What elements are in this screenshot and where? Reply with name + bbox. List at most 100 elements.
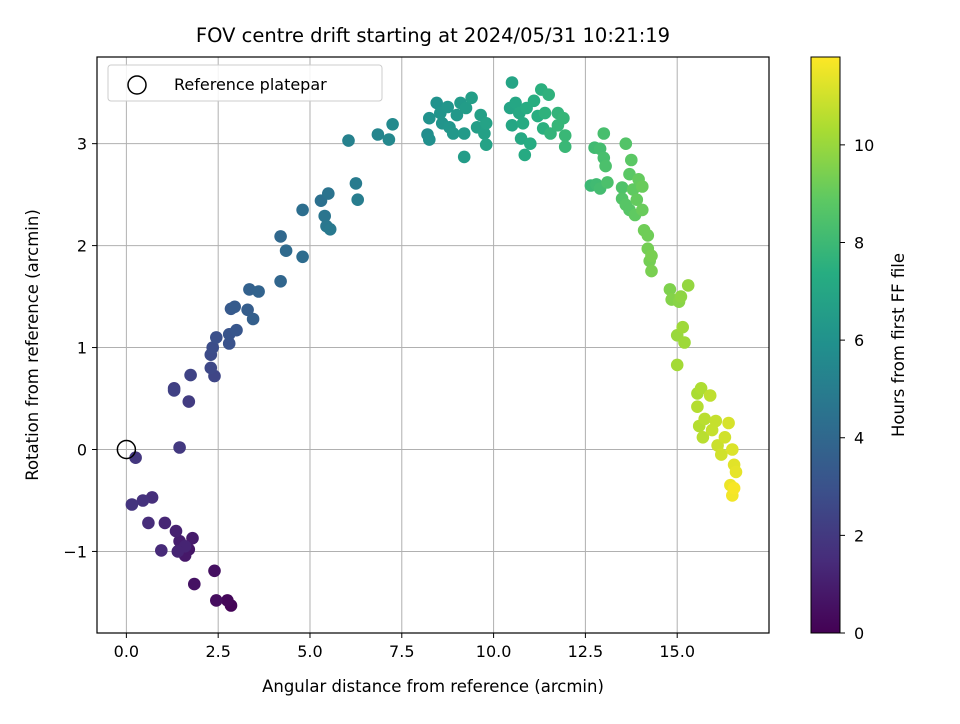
data-point (670, 358, 684, 372)
data-point (691, 400, 704, 414)
data-point (558, 140, 572, 153)
data-point (441, 100, 455, 114)
colorbar-tick-label: 8 (854, 233, 864, 252)
colorbar-tick-label: 2 (854, 526, 864, 545)
chart-title: FOV centre drift starting at 2024/05/31 … (196, 24, 670, 47)
data-point (709, 414, 723, 428)
data-point (722, 416, 735, 430)
colorbar-tick-label: 10 (854, 136, 874, 155)
x-tick-label: 15.0 (659, 642, 695, 661)
data-point (279, 244, 293, 257)
x-tick-label: 7.5 (389, 642, 414, 661)
data-point (158, 516, 172, 530)
data-point (726, 443, 739, 456)
data-points (125, 76, 743, 612)
x-axis-ticks: 0.0 2.5 5.0 7.5 10.0 12.5 15.0 (114, 633, 695, 661)
data-point (479, 117, 493, 130)
data-point (597, 127, 611, 140)
data-point (459, 101, 473, 115)
data-point (538, 106, 552, 120)
data-point (318, 209, 332, 223)
data-point (423, 133, 436, 146)
data-point (382, 133, 396, 146)
data-point (663, 283, 677, 296)
data-point (171, 545, 185, 558)
data-point (558, 129, 572, 142)
x-axis-label: Angular distance from reference (arcmin) (262, 677, 604, 696)
y-tick-label: −1 (63, 542, 87, 561)
y-tick-label: 0 (77, 440, 87, 459)
data-point (599, 159, 612, 173)
data-point (715, 448, 728, 461)
colorbar-tick-label: 4 (854, 429, 864, 448)
data-point (228, 300, 241, 314)
data-point (636, 180, 649, 193)
data-point (230, 323, 243, 337)
x-tick-label: 5.0 (297, 642, 322, 661)
data-point (322, 187, 335, 200)
data-point (457, 127, 471, 140)
data-point (625, 153, 638, 167)
data-point (167, 384, 181, 397)
data-point (252, 285, 265, 298)
reference-platepar-marker (116, 439, 137, 460)
x-tick-label: 10.0 (476, 642, 512, 661)
data-point (450, 108, 464, 122)
legend-reference-label: Reference platepar (174, 75, 327, 94)
data-point (446, 127, 460, 140)
grid-lines (97, 57, 769, 633)
legend-reference-icon (127, 75, 147, 95)
data-point (514, 132, 528, 145)
data-point (386, 118, 399, 131)
data-point (349, 177, 363, 190)
data-point (681, 279, 695, 292)
data-point (155, 544, 168, 557)
data-point (478, 127, 491, 140)
data-point (676, 320, 689, 334)
data-point (678, 336, 691, 349)
data-point (509, 96, 522, 110)
y-tick-label: 3 (77, 135, 87, 154)
data-point (694, 382, 708, 395)
data-point (505, 76, 519, 89)
data-point (188, 577, 201, 591)
x-tick-label: 12.5 (568, 642, 604, 661)
data-point (296, 203, 309, 217)
data-point (342, 134, 355, 147)
colorbar-tick-label: 0 (854, 624, 864, 643)
data-point (544, 127, 557, 140)
data-point (173, 441, 186, 454)
data-point (423, 111, 436, 125)
data-point (630, 193, 644, 206)
data-point (524, 137, 537, 150)
data-point (136, 494, 150, 507)
data-point (204, 361, 218, 375)
data-point (210, 331, 223, 344)
data-point (246, 312, 260, 326)
colorbar-ticks: 0 2 4 6 8 10 (840, 136, 874, 643)
data-point (296, 250, 309, 264)
data-point (703, 389, 717, 402)
colorbar-label: Hours from first FF file (889, 253, 908, 437)
x-tick-label: 0.0 (114, 642, 139, 661)
colorbar-gradient (810, 56, 841, 634)
data-point (619, 137, 633, 150)
plot-frame (96, 56, 770, 634)
x-tick-label: 2.5 (205, 642, 230, 661)
data-point (323, 223, 337, 236)
y-axis-label: Rotation from reference (arcmin) (23, 209, 42, 481)
data-point (674, 290, 688, 303)
legend-box (107, 64, 383, 102)
data-point (222, 337, 236, 350)
data-point (641, 229, 655, 242)
data-point (274, 230, 287, 243)
data-point (615, 181, 629, 194)
data-point (645, 249, 658, 263)
data-point (542, 88, 555, 101)
data-point (601, 176, 614, 189)
data-point (465, 91, 478, 105)
data-point (169, 524, 183, 538)
y-tick-label: 2 (77, 237, 87, 256)
y-axis-ticks: −1 0 1 2 3 (63, 135, 97, 561)
